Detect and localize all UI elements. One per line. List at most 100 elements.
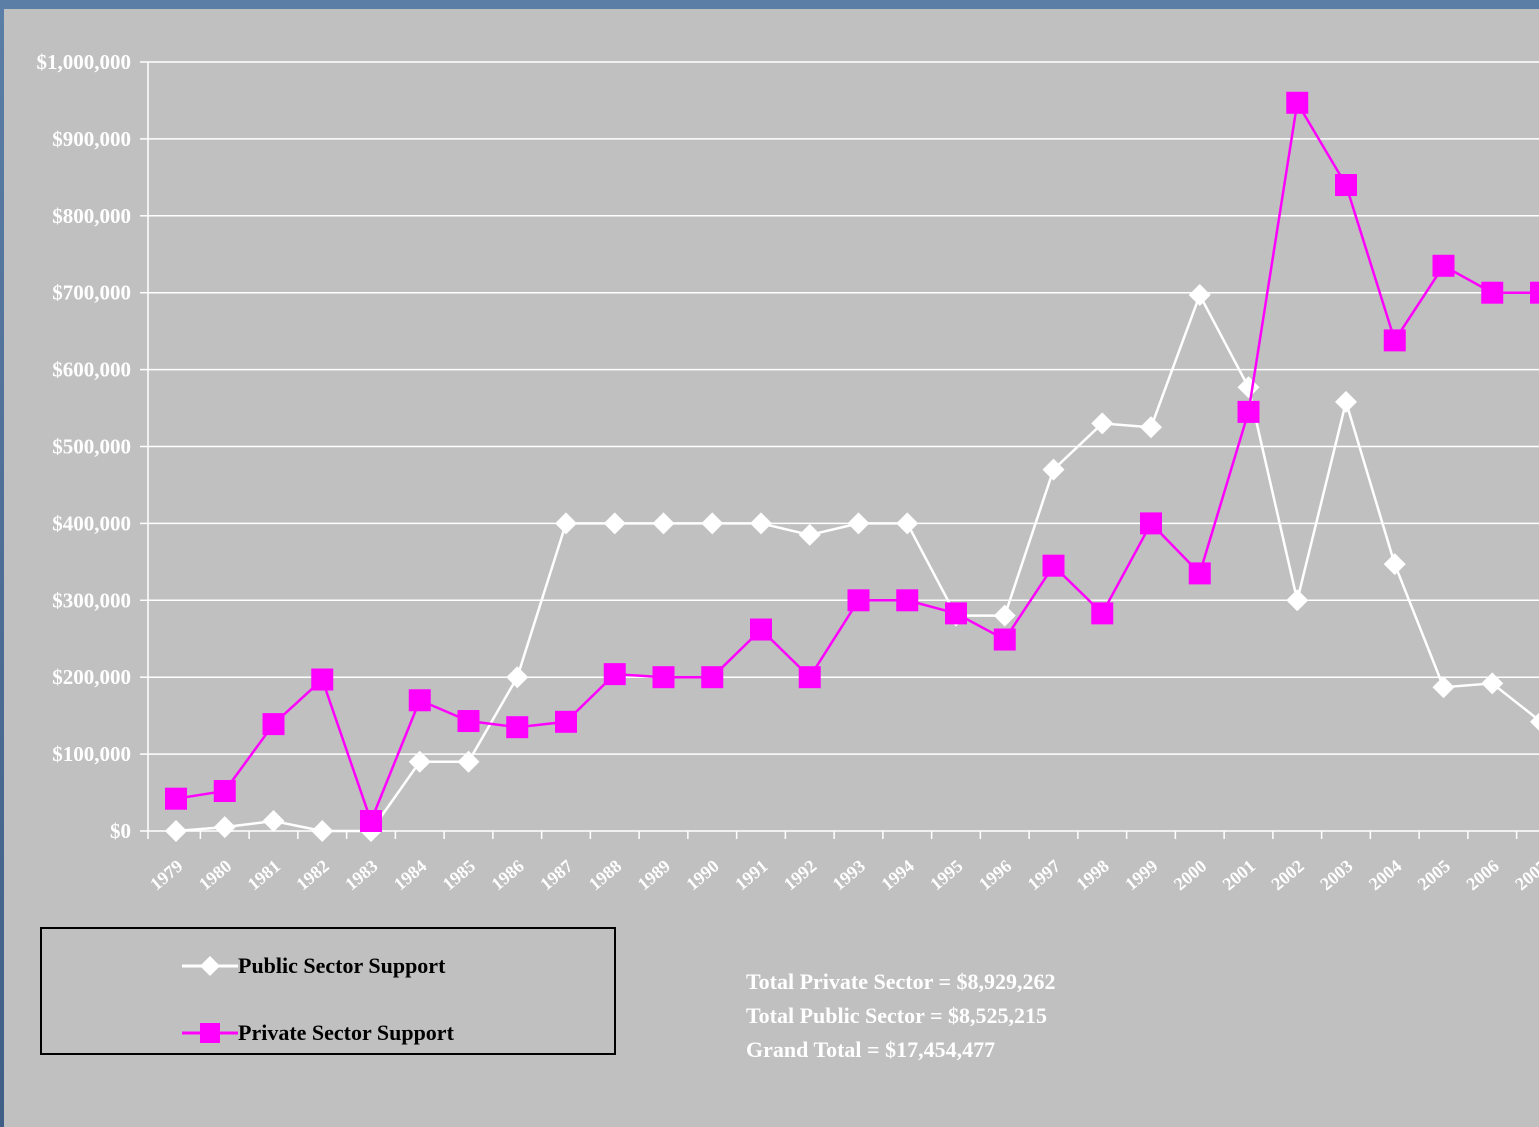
data-point	[555, 512, 577, 535]
y-tick-label: $100,000	[52, 742, 131, 766]
data-point	[798, 666, 821, 689]
data-point	[750, 512, 772, 535]
data-point	[555, 710, 577, 733]
x-tick-label: 1987	[536, 856, 576, 894]
data-point	[993, 628, 1016, 651]
data-point	[1432, 676, 1455, 699]
x-tick-label: 2001	[1219, 856, 1259, 894]
data-point	[1481, 281, 1504, 304]
data-point	[457, 710, 480, 733]
y-tick-label: $400,000	[52, 511, 131, 535]
legend-public-marker-icon	[182, 956, 238, 976]
x-tick-label: 1980	[195, 856, 235, 894]
data-point	[1042, 554, 1065, 577]
x-axis-tick-labels: 1979 1980 1981 1982 1983 1984 1985 1986 1987 1988…	[146, 856, 1539, 894]
data-point	[847, 512, 870, 535]
x-tick-label: 2006	[1462, 856, 1502, 894]
data-point	[1140, 512, 1162, 535]
data-point	[1286, 589, 1309, 612]
data-point	[1335, 174, 1357, 197]
x-tick-label: 2000	[1170, 856, 1210, 894]
series-public	[165, 284, 1539, 842]
data-point	[701, 512, 724, 535]
data-point	[603, 663, 626, 686]
y-tick-label: $200,000	[52, 665, 131, 689]
x-tick-label: 1990	[682, 856, 722, 894]
data-point	[213, 816, 236, 839]
x-tick-label: 1998	[1072, 856, 1112, 894]
total-public-sector: Total Public Sector = $8,525,215	[746, 1003, 1047, 1028]
x-tick-label: 2005	[1414, 856, 1454, 894]
data-point	[457, 750, 480, 773]
series-private	[165, 91, 1539, 833]
data-series	[165, 91, 1539, 842]
data-point	[1237, 376, 1260, 399]
data-point	[1383, 553, 1406, 576]
legend-item-private: Private Sector Support	[182, 1018, 454, 1048]
legend-label-public: Public Sector Support	[238, 953, 446, 978]
data-point	[1432, 254, 1455, 277]
y-tick-label: $300,000	[52, 588, 131, 612]
x-tick-label: 2004	[1365, 856, 1405, 894]
data-point	[945, 602, 967, 625]
data-point	[262, 713, 285, 736]
gridlines	[148, 61, 1539, 755]
data-point	[896, 589, 919, 612]
x-tick-label: 2007	[1511, 856, 1539, 894]
y-axis-tick-labels: $0 $100,000 $200,000 $300,000 $400,000 $500,0…	[37, 50, 132, 843]
data-point	[360, 810, 382, 833]
x-tick-label: 1997	[1024, 856, 1064, 894]
x-tick-label: 1985	[439, 856, 479, 894]
data-point	[506, 716, 529, 739]
axes	[140, 61, 1539, 839]
data-point	[1383, 329, 1406, 352]
y-tick-label: $700,000	[52, 281, 131, 305]
data-point	[1530, 712, 1539, 731]
data-point	[408, 689, 431, 712]
x-tick-label: 1991	[731, 856, 771, 894]
data-point	[798, 523, 821, 546]
data-point	[165, 787, 187, 810]
data-point	[1188, 284, 1211, 307]
data-point	[1140, 416, 1162, 439]
data-point	[311, 668, 334, 691]
data-point	[165, 820, 187, 842]
x-tick-label: 1993	[829, 856, 869, 894]
x-tick-label: 2003	[1316, 856, 1356, 894]
x-tick-label: 1992	[780, 856, 820, 894]
x-tick-label: 1982	[292, 856, 332, 894]
data-point	[1042, 458, 1065, 481]
data-point	[1091, 412, 1114, 435]
y-tick-label: $900,000	[52, 127, 131, 151]
y-tick-label: $1,000,000	[37, 50, 132, 74]
x-tick-label: 1994	[877, 856, 917, 894]
legend-private-marker-icon	[182, 1023, 238, 1043]
y-tick-label: $800,000	[52, 204, 131, 228]
x-tick-label: 1995	[926, 856, 966, 894]
data-point	[993, 604, 1016, 627]
legend-item-public: Public Sector Support	[182, 951, 445, 981]
x-tick-label: 1996	[975, 856, 1015, 894]
x-tick-label: 1981	[244, 856, 284, 894]
data-point	[506, 666, 529, 689]
data-point	[701, 666, 724, 689]
grand-total: Grand Total = $17,454,477	[746, 1037, 996, 1062]
series-line	[175, 99, 1539, 825]
y-tick-label: $500,000	[52, 435, 131, 459]
y-tick-label: $0	[110, 819, 131, 843]
data-point	[896, 512, 919, 535]
totals-block: Total Private Sector = $8,929,262 Total …	[746, 965, 1056, 1067]
data-point	[1237, 400, 1260, 423]
x-tick-label: 1988	[585, 856, 625, 894]
x-tick-label: 1984	[390, 856, 430, 894]
data-point	[1286, 91, 1309, 114]
x-tick-label: 1979	[146, 856, 186, 894]
x-tick-label: 1989	[634, 856, 674, 894]
x-tick-label: 1999	[1121, 856, 1161, 894]
data-point	[408, 750, 431, 773]
data-point	[603, 512, 626, 535]
data-point	[1335, 390, 1357, 413]
data-point	[750, 618, 772, 641]
data-point	[1188, 562, 1211, 585]
